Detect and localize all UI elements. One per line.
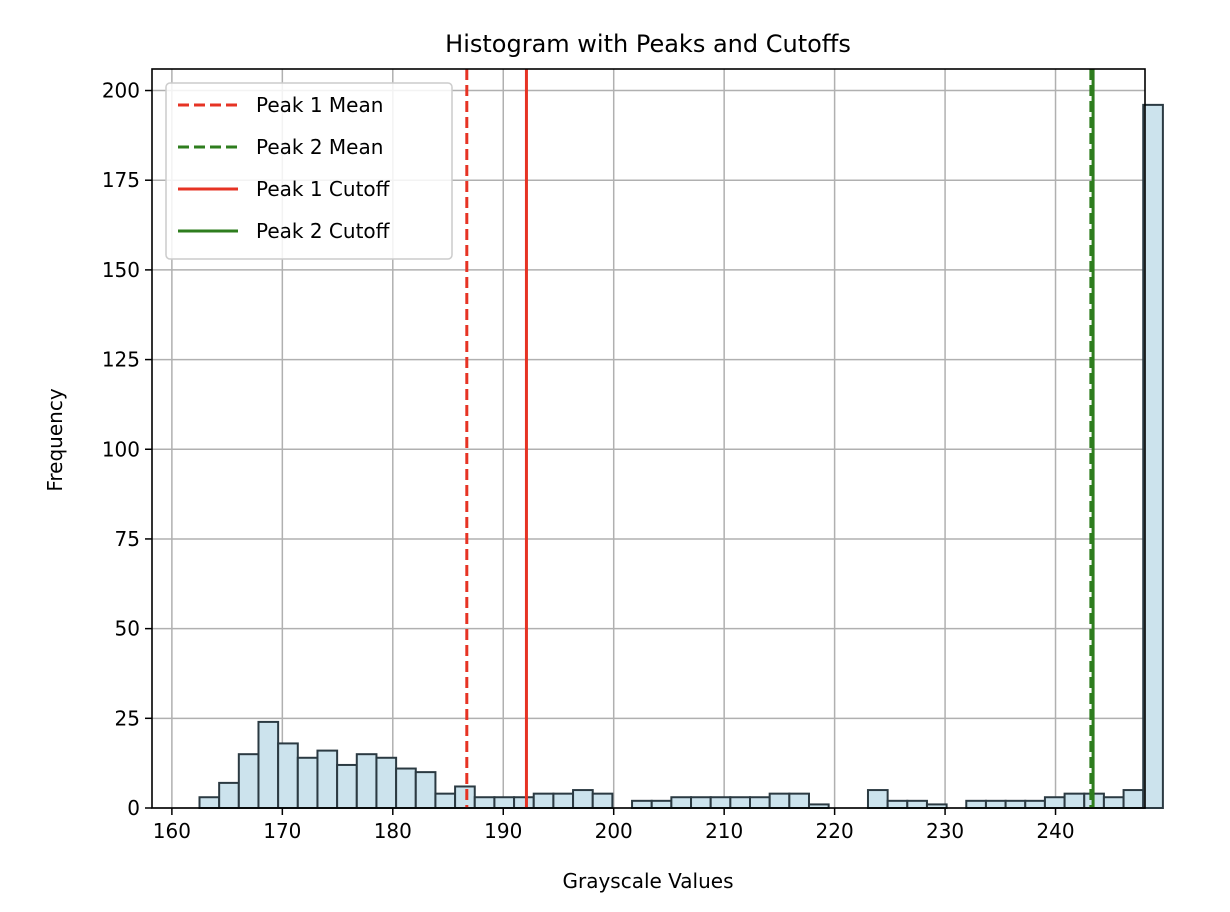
histogram-bar: [1004, 799, 1027, 810]
y-tick-label: 75: [115, 527, 140, 551]
histogram-bar: [729, 796, 752, 809]
histogram-bar: [1024, 799, 1046, 810]
x-tick-label: 180: [374, 819, 412, 843]
y-tick-label: 25: [115, 706, 140, 730]
histogram-bar: [493, 796, 516, 809]
histogram-bar: [336, 763, 358, 810]
x-axis-label: Grayscale Values: [562, 869, 733, 893]
x-tick-label: 220: [816, 819, 854, 843]
histogram-bar: [473, 796, 496, 809]
histogram-bar: [866, 789, 889, 810]
histogram-bar: [198, 796, 221, 809]
histogram-bar: [670, 796, 693, 809]
histogram-bar: [375, 756, 398, 809]
histogram-bar: [1063, 792, 1086, 810]
histogram-bar: [1122, 789, 1145, 810]
legend-label: Peak 2 Cutoff: [256, 219, 391, 243]
histogram-bar: [414, 771, 437, 810]
histogram-bar: [591, 792, 614, 810]
x-tick-label: 200: [595, 819, 633, 843]
histogram-bar: [355, 753, 378, 810]
x-tick-label: 240: [1036, 819, 1074, 843]
legend-box: [165, 82, 453, 260]
legend-label: Peak 1 Mean: [256, 93, 383, 117]
histogram-bar: [218, 781, 240, 810]
x-tick-label: 230: [926, 819, 964, 843]
histogram-bar: [631, 799, 653, 810]
chart-title: Histogram with Peaks and Cutoffs: [445, 30, 851, 58]
histogram-bar: [749, 796, 771, 809]
y-axis-label: Frequency: [43, 388, 67, 491]
histogram-bar: [513, 796, 535, 809]
y-tick-label: 150: [102, 258, 140, 282]
histogram-bar: [906, 799, 928, 810]
y-tick-label: 50: [115, 617, 140, 641]
histogram-bar: [709, 796, 732, 809]
x-tick-label: 210: [705, 819, 743, 843]
histogram-bar: [257, 720, 280, 809]
histogram-bar: [650, 799, 673, 810]
reference-lines: [465, 69, 1095, 808]
y-tick-label: 175: [102, 168, 140, 192]
histogram-bar: [690, 796, 712, 809]
histogram-bar: [1043, 796, 1066, 809]
histogram-bar: [395, 767, 417, 809]
x-axis-ticks: 160 170 180 190 200 210 220 230 240: [153, 808, 1075, 843]
y-axis-ticks: 0 25 50 75 100 125 150 175 200: [102, 79, 152, 820]
legend: Peak 1 Mean Peak 2 Mean Peak 1 Cutoff Peak …: [165, 82, 453, 260]
legend-label: Peak 1 Cutoff: [256, 177, 391, 201]
histogram-bar: [1142, 103, 1164, 810]
histogram-bar: [886, 799, 909, 810]
histogram-bar: [788, 792, 810, 810]
histogram-bar: [316, 749, 339, 809]
histogram-bar: [454, 785, 476, 809]
x-tick-label: 160: [153, 819, 191, 843]
histogram-bar: [434, 792, 457, 810]
histogram-bar: [965, 799, 987, 810]
y-tick-label: 200: [102, 79, 140, 103]
histogram-bar: [768, 792, 791, 810]
x-tick-label: 170: [263, 819, 301, 843]
histogram-bar: [572, 789, 594, 810]
histogram-bar: [532, 792, 555, 810]
legend-label: Peak 2 Mean: [256, 135, 383, 159]
y-tick-label: 100: [102, 437, 140, 461]
plot-frame: [151, 68, 1146, 809]
histogram-bar: [296, 756, 319, 809]
histogram-bar: [552, 792, 575, 810]
histogram-bar: [1102, 796, 1125, 809]
histogram-bar: [984, 799, 1007, 810]
y-tick-label: 125: [102, 348, 140, 372]
histogram-bars: [198, 103, 1164, 810]
histogram-bar: [237, 753, 260, 810]
y-tick-label: 0: [127, 796, 140, 820]
x-tick-label: 190: [484, 819, 522, 843]
histogram-bar: [277, 742, 299, 809]
